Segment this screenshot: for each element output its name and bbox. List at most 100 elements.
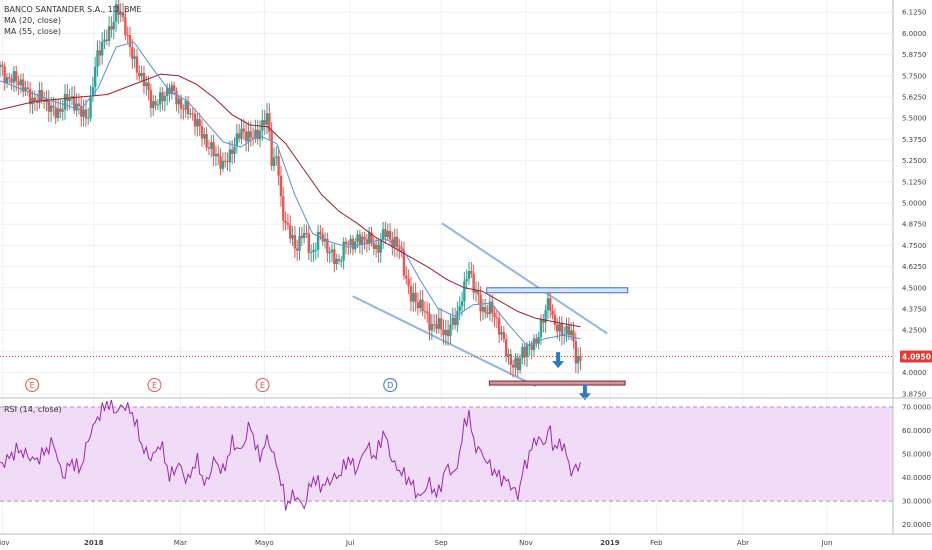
candle-body bbox=[330, 249, 334, 253]
candle-body bbox=[511, 364, 515, 368]
candle-body bbox=[289, 224, 292, 239]
candle-body bbox=[258, 130, 262, 140]
candle-body bbox=[12, 71, 16, 83]
candle-body bbox=[377, 244, 380, 253]
event-marker-label: E bbox=[152, 381, 157, 390]
candle-body bbox=[426, 311, 429, 314]
candle-body bbox=[31, 97, 34, 105]
candle-body bbox=[291, 235, 294, 239]
time-tick-label: Mayo bbox=[255, 539, 274, 547]
candle-body bbox=[189, 113, 192, 115]
candle-body bbox=[558, 323, 561, 332]
candle-body bbox=[295, 248, 299, 251]
price-badge bbox=[900, 350, 932, 363]
candle-body bbox=[379, 239, 382, 253]
candle-body bbox=[507, 354, 510, 357]
candle-body bbox=[196, 119, 199, 127]
candle-body bbox=[263, 120, 266, 125]
candle-body bbox=[456, 311, 459, 326]
candle-body bbox=[22, 79, 25, 92]
legend-title[interactable]: BANCO SANTANDER S.A., 1D, BME bbox=[4, 5, 142, 14]
candle-body bbox=[309, 251, 313, 253]
candle-body bbox=[395, 236, 399, 248]
legend-rsi[interactable]: RSI (14, close) bbox=[4, 405, 62, 414]
candle-body bbox=[574, 341, 578, 364]
candle-body bbox=[467, 271, 471, 279]
candle-body bbox=[551, 310, 554, 316]
candle-body bbox=[365, 239, 369, 244]
candle-body bbox=[562, 334, 566, 336]
candle-body bbox=[172, 85, 176, 91]
rsi-band bbox=[0, 407, 893, 502]
candle-body bbox=[133, 56, 136, 59]
price-tick-label: 5.8750 bbox=[902, 51, 927, 59]
candle-body bbox=[107, 26, 111, 41]
rsi-pane bbox=[0, 399, 893, 511]
candle-body bbox=[35, 101, 39, 104]
candle-body bbox=[142, 73, 146, 87]
candle-body bbox=[335, 258, 338, 265]
candle-body bbox=[147, 82, 150, 91]
candle-body bbox=[145, 82, 148, 87]
candle-body bbox=[175, 90, 178, 105]
candle-body bbox=[488, 301, 492, 315]
candle-body bbox=[432, 324, 436, 326]
candle-body bbox=[256, 129, 259, 140]
candle-body bbox=[342, 241, 345, 261]
candle-body bbox=[542, 319, 545, 323]
candle-body bbox=[242, 128, 245, 132]
candle-body bbox=[210, 142, 213, 149]
candle-body bbox=[38, 90, 41, 104]
candle-body bbox=[337, 258, 341, 261]
candle-body bbox=[307, 233, 310, 253]
candle-body bbox=[516, 357, 519, 371]
candle-body bbox=[0, 64, 2, 68]
price-badge-label: 4.0950 bbox=[902, 352, 931, 361]
candle-body bbox=[442, 329, 445, 336]
time-tick-label: Feb bbox=[650, 539, 663, 547]
price-tick-label: 4.3750 bbox=[902, 305, 927, 313]
candle-body bbox=[472, 273, 475, 293]
candle-body bbox=[419, 299, 422, 308]
time-tick-label: Nov bbox=[0, 539, 10, 547]
candle-body bbox=[463, 281, 466, 302]
candle-body bbox=[340, 260, 343, 262]
candle-body bbox=[49, 105, 53, 112]
time-tick-label: Abr bbox=[737, 539, 749, 547]
candle-body bbox=[430, 324, 434, 331]
candle-body bbox=[518, 358, 522, 371]
candle-body bbox=[203, 134, 206, 139]
candle-body bbox=[28, 88, 32, 105]
candle-body bbox=[275, 156, 278, 158]
candle-body bbox=[191, 113, 194, 115]
candle-body bbox=[477, 290, 480, 295]
candle-body bbox=[323, 238, 327, 242]
candle-body bbox=[437, 318, 441, 329]
candle-body bbox=[221, 160, 225, 169]
candle-body bbox=[416, 302, 420, 308]
time-tick-label: Jun bbox=[820, 539, 832, 547]
candle-body bbox=[10, 78, 13, 83]
candle-body bbox=[386, 230, 389, 238]
candle-body bbox=[87, 117, 90, 119]
candle-body bbox=[446, 329, 450, 337]
candle-body bbox=[52, 105, 55, 108]
candle-body bbox=[400, 250, 403, 252]
candle-body bbox=[47, 98, 50, 112]
candle-body bbox=[26, 87, 30, 89]
legend-ma20[interactable]: MA (20, close) bbox=[4, 16, 62, 25]
candle-body bbox=[293, 235, 297, 249]
candle-body bbox=[319, 231, 322, 235]
candle-body bbox=[312, 250, 315, 252]
legend-ma55[interactable]: MA (55, close) bbox=[4, 27, 62, 36]
rsi-tick-label: 60.0000 bbox=[902, 427, 931, 435]
candle-body bbox=[98, 50, 102, 56]
candle-body bbox=[56, 108, 60, 118]
candle-body bbox=[247, 131, 250, 142]
candle-body bbox=[156, 104, 160, 106]
candle-body bbox=[326, 238, 329, 253]
candle-body bbox=[282, 196, 285, 221]
candle-body bbox=[528, 344, 531, 346]
